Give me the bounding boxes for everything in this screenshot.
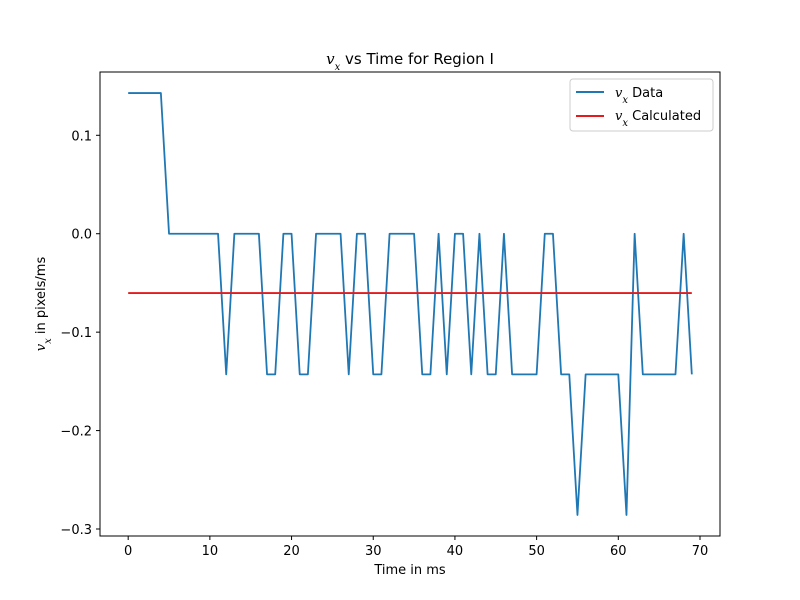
legend-label-calculated: vx Calculated: [615, 109, 701, 129]
ticks-layer: 0 10 20 30 40 50 60 70 0.1 0.0 −0.1 −0.2 −0.3: [60, 129, 708, 559]
y-tick-label: −0.3: [60, 523, 92, 538]
y-tick-label: −0.2: [60, 425, 92, 440]
plot-frame: [99, 71, 721, 537]
legend-box: [569, 78, 714, 132]
x-tick-label: 0: [124, 544, 132, 559]
y-axis-label: vx in pixels/ms: [34, 257, 54, 352]
y-tick-label: 0.0: [71, 228, 92, 243]
x-tick-label: 70: [692, 544, 709, 559]
x-tick-label: 40: [447, 544, 464, 559]
x-tick-label: 30: [365, 544, 382, 559]
x-tick-label: 50: [528, 544, 545, 559]
chart-title: vx vs Time for Region I: [326, 50, 494, 73]
y-tick-label: −0.1: [60, 326, 92, 341]
y-tick-label: 0.1: [71, 129, 92, 144]
series-layer: [128, 92, 693, 516]
x-tick-label: 60: [610, 544, 627, 559]
series-line-data: [128, 92, 693, 516]
legend: vx Data vx Calculated: [569, 78, 714, 132]
legend-label-data: vx Data: [615, 86, 663, 106]
x-tick-label: 20: [283, 544, 300, 559]
x-tick-label: 10: [202, 544, 219, 559]
x-axis-label: Time in ms: [373, 563, 446, 578]
